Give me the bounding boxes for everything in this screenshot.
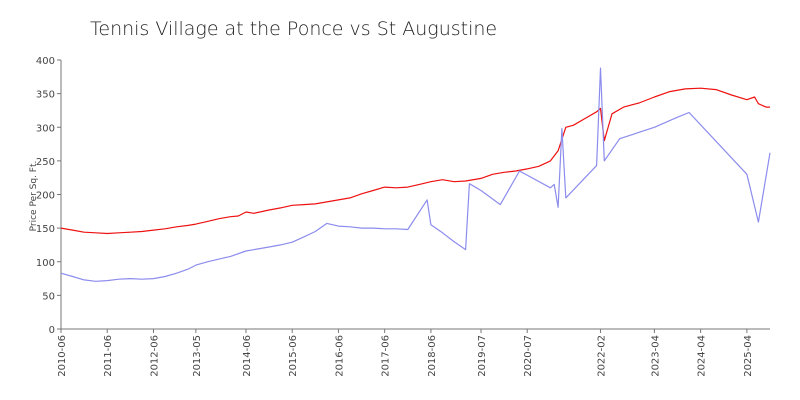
x-tick-label: 2014-06 xyxy=(242,335,253,377)
y-tick-label: 300 xyxy=(36,123,55,134)
y-tick-label: 400 xyxy=(36,56,55,67)
x-tick-label: 2017-06 xyxy=(381,335,392,377)
x-tick-label: 2011-06 xyxy=(103,335,114,377)
x-tick-label: 2024-04 xyxy=(697,335,708,377)
y-tick-label: 100 xyxy=(36,258,55,269)
x-tick-label: 2020-07 xyxy=(523,335,534,377)
x-tick-label: 2025-04 xyxy=(743,335,754,377)
chart-title: Tennis Village at the Ponce vs St August… xyxy=(90,18,497,40)
x-tick-label: 2016-06 xyxy=(334,335,345,377)
y-tick-label: 350 xyxy=(36,90,55,101)
y-tick-label: 200 xyxy=(36,191,55,202)
x-tick-label: 2010-06 xyxy=(57,335,68,377)
x-axis: 2010-06 2011-06 2012-06 2013-05 2014-06 2015-… xyxy=(57,329,754,377)
x-tick-label: 2015-06 xyxy=(288,335,299,377)
y-axis-label: Price Per Sq. Ft. xyxy=(29,161,39,232)
y-axis: 0 50 100 150 200 250 300 350 400 xyxy=(36,56,61,336)
y-tick-label: 0 xyxy=(49,325,55,336)
y-tick-label: 150 xyxy=(36,224,55,235)
x-tick-label: 2023-04 xyxy=(650,335,661,377)
series-group xyxy=(60,67,771,282)
x-tick-label: 2018-06 xyxy=(427,335,438,377)
series-line-1 xyxy=(60,87,770,235)
series-line-2 xyxy=(60,67,771,282)
y-tick-label: 250 xyxy=(36,157,55,168)
x-tick-label: 2019-07 xyxy=(477,335,488,377)
x-tick-label: 2022-02 xyxy=(596,335,607,377)
y-tick-label: 50 xyxy=(42,291,55,302)
x-tick-label: 2012-06 xyxy=(149,335,160,377)
x-tick-label: 2013-05 xyxy=(192,335,203,377)
